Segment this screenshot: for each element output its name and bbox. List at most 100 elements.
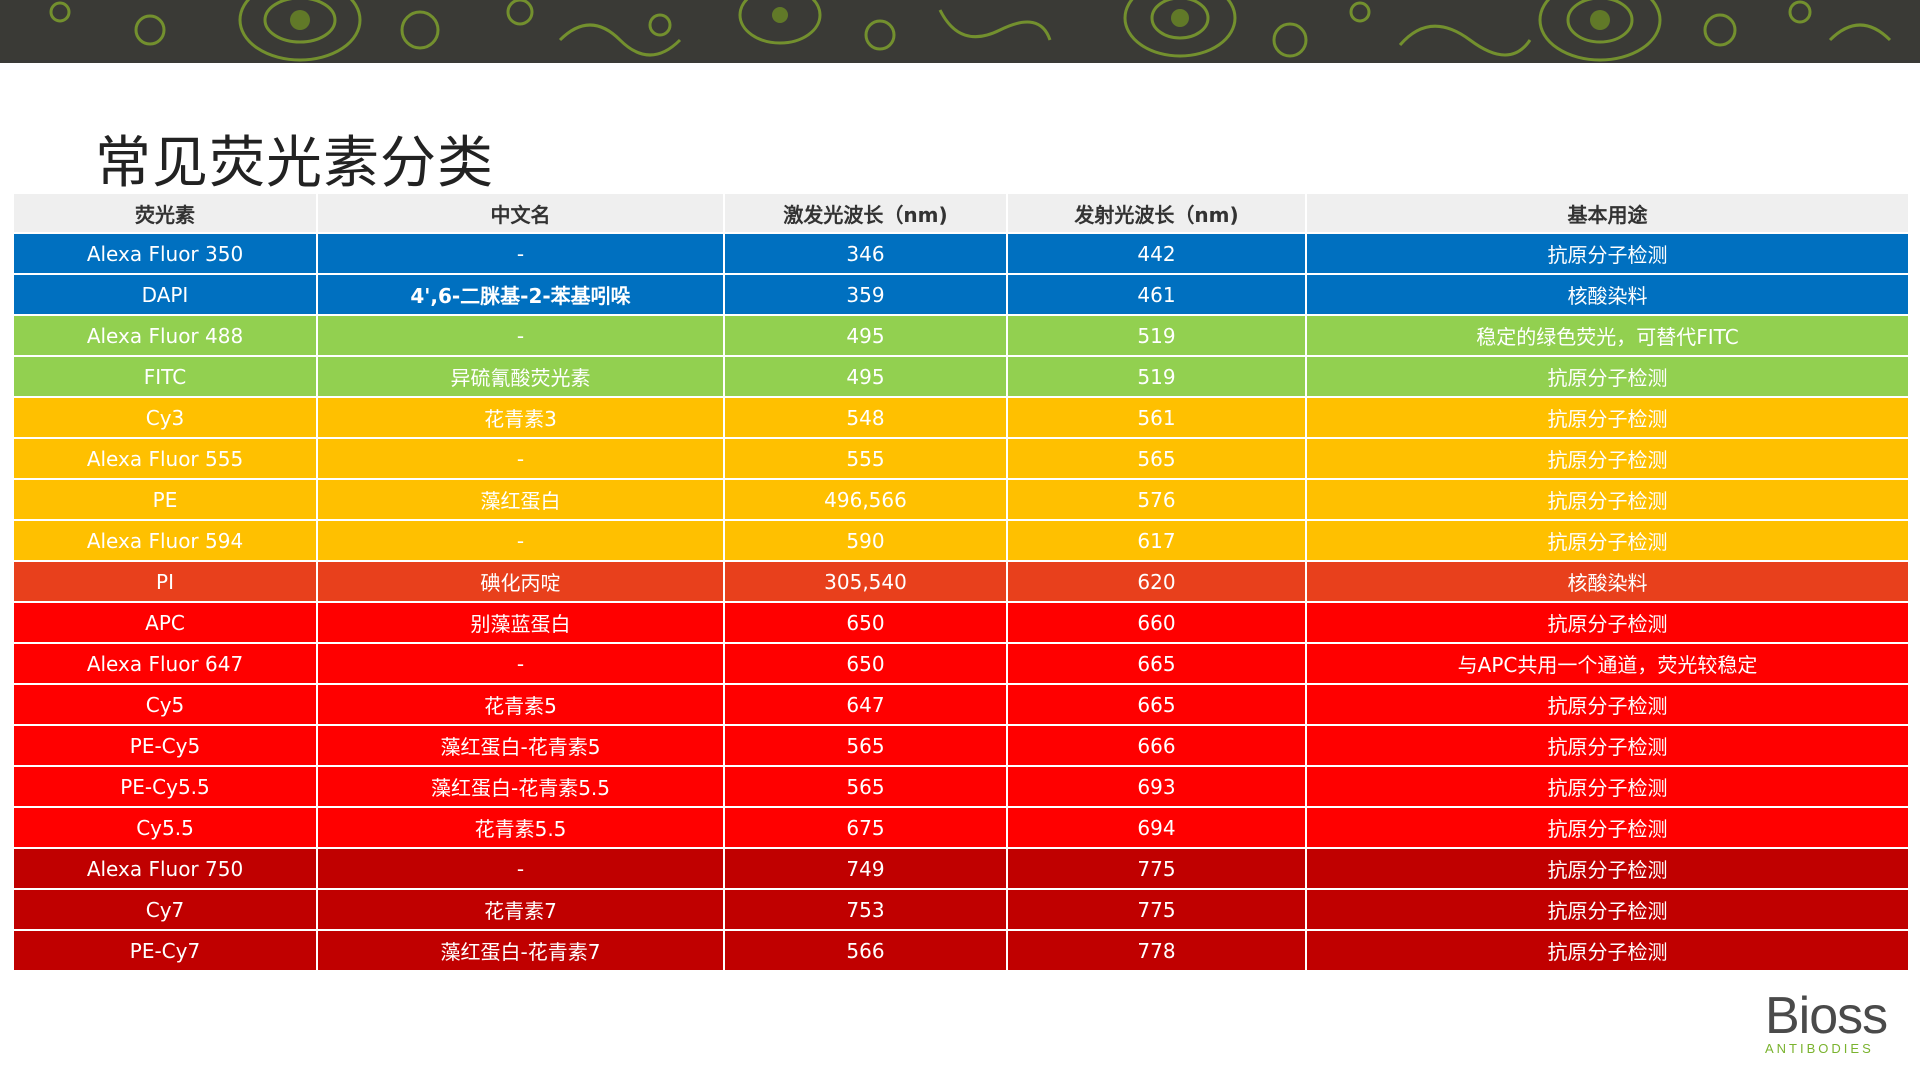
cell-excitation: 495 — [725, 316, 1006, 355]
cell-excitation: 753 — [725, 890, 1006, 929]
cell-fluorophore: Alexa Fluor 750 — [14, 849, 316, 888]
cell-fluorophore: PE-Cy5 — [14, 726, 316, 765]
cell-excitation: 566 — [725, 931, 1006, 970]
cell-fluorophore: FITC — [14, 357, 316, 396]
table-row: Alexa Fluor 647-650 665 与APC共用一个通道，荧光较稳定 — [14, 644, 1908, 683]
cell-chinese-name: 花青素3 — [318, 398, 723, 437]
table-row: Cy5.5 花青素5.5 675 694 抗原分子检测 — [14, 808, 1908, 847]
cell-emission: 565 — [1008, 439, 1305, 478]
cell-usage: 抗原分子检测 — [1307, 890, 1908, 929]
cell-excitation: 565 — [725, 726, 1006, 765]
cell-chinese-name: 藻红蛋白 — [318, 480, 723, 519]
table-row: Alexa Fluor 350-346 442 抗原分子检测 — [14, 234, 1908, 273]
cell-emission: 693 — [1008, 767, 1305, 806]
table-header-row: 荧光素 中文名 激发光波长（nm) 发射光波长（nm) 基本用途 — [14, 194, 1908, 232]
cell-usage: 抗原分子检测 — [1307, 808, 1908, 847]
cell-chinese-name: 4',6-二脒基-2-苯基吲哚 — [318, 275, 723, 314]
cell-excitation: 305,540 — [725, 562, 1006, 601]
table-row: FITC 异硫氰酸荧光素 495 519 抗原分子检测 — [14, 357, 1908, 396]
cell-usage: 抗原分子检测 — [1307, 685, 1908, 724]
cell-usage: 抗原分子检测 — [1307, 726, 1908, 765]
cell-usage: 抗原分子检测 — [1307, 480, 1908, 519]
cell-fluorophore: Cy5 — [14, 685, 316, 724]
cell-usage: 稳定的绿色荧光，可替代FITC — [1307, 316, 1908, 355]
cell-chinese-name: - — [318, 849, 723, 888]
table-row: APC 别藻蓝蛋白 650 660 抗原分子检测 — [14, 603, 1908, 642]
cell-emission: 561 — [1008, 398, 1305, 437]
table-row: PE 藻红蛋白 496,566 576 抗原分子检测 — [14, 480, 1908, 519]
cell-fluorophore: Alexa Fluor 594 — [14, 521, 316, 560]
cell-chinese-name: - — [318, 521, 723, 560]
header-emission: 发射光波长（nm) — [1008, 194, 1305, 232]
cell-excitation: 590 — [725, 521, 1006, 560]
table-row: Alexa Fluor 750-749 775 抗原分子检测 — [14, 849, 1908, 888]
cell-fluorophore: Cy3 — [14, 398, 316, 437]
cell-excitation: 749 — [725, 849, 1006, 888]
cell-emission: 694 — [1008, 808, 1305, 847]
cell-fluorophore: Alexa Fluor 555 — [14, 439, 316, 478]
logo-tagline: ANTIBODIES — [1765, 1041, 1874, 1056]
cell-chinese-name: - — [318, 439, 723, 478]
cell-fluorophore: PI — [14, 562, 316, 601]
cell-fluorophore: Cy7 — [14, 890, 316, 929]
cell-emission: 666 — [1008, 726, 1305, 765]
cell-emission: 665 — [1008, 685, 1305, 724]
cell-usage: 抗原分子检测 — [1307, 234, 1908, 273]
table-row: Cy5 花青素5 647 665 抗原分子检测 — [14, 685, 1908, 724]
cell-fluorophore: APC — [14, 603, 316, 642]
table-row: PE-Cy5 藻红蛋白-花青素5 565 666 抗原分子检测 — [14, 726, 1908, 765]
cell-usage: 抗原分子检测 — [1307, 357, 1908, 396]
cell-chinese-name: 花青素5 — [318, 685, 723, 724]
cell-excitation: 495 — [725, 357, 1006, 396]
cell-chinese-name: - — [318, 234, 723, 273]
header-banner — [0, 0, 1920, 63]
cell-usage: 抗原分子检测 — [1307, 849, 1908, 888]
cell-fluorophore: Cy5.5 — [14, 808, 316, 847]
table-row: Alexa Fluor 488-495 519 稳定的绿色荧光，可替代FITC — [14, 316, 1908, 355]
cell-excitation: 647 — [725, 685, 1006, 724]
cell-chinese-name: - — [318, 316, 723, 355]
page-title: 常见荧光素分类 — [95, 131, 494, 196]
cell-fluorophore: PE-Cy7 — [14, 931, 316, 970]
cell-fluorophore: Alexa Fluor 647 — [14, 644, 316, 683]
cell-excitation: 346 — [725, 234, 1006, 273]
logo-wordmark: Bioss — [1765, 987, 1888, 1045]
cell-emission: 519 — [1008, 316, 1305, 355]
cell-chinese-name: 碘化丙啶 — [318, 562, 723, 601]
table-row: Alexa Fluor 555-555 565 抗原分子检测 — [14, 439, 1908, 478]
cell-excitation: 555 — [725, 439, 1006, 478]
table-row: Cy3 花青素3 548 561 抗原分子检测 — [14, 398, 1908, 437]
table-row: PI 碘化丙啶 305,540 620 核酸染料 — [14, 562, 1908, 601]
cell-usage: 与APC共用一个通道，荧光较稳定 — [1307, 644, 1908, 683]
table-row: Cy7 花青素7 753 775 抗原分子检测 — [14, 890, 1908, 929]
cell-excitation: 675 — [725, 808, 1006, 847]
cell-fluorophore: DAPI — [14, 275, 316, 314]
table-row: PE-Cy5.5 藻红蛋白-花青素5.5 565 693 抗原分子检测 — [14, 767, 1908, 806]
cell-pattern-decoration — [49, 0, 1892, 62]
header-excitation: 激发光波长（nm) — [725, 194, 1006, 232]
cell-chinese-name: 藻红蛋白-花青素5.5 — [318, 767, 723, 806]
cell-excitation: 496,566 — [725, 480, 1006, 519]
cell-emission: 617 — [1008, 521, 1305, 560]
cell-fluorophore: Alexa Fluor 350 — [14, 234, 316, 273]
cell-usage: 抗原分子检测 — [1307, 439, 1908, 478]
cell-usage: 抗原分子检测 — [1307, 603, 1908, 642]
cell-usage: 核酸染料 — [1307, 562, 1908, 601]
cell-chinese-name: 花青素5.5 — [318, 808, 723, 847]
cell-excitation: 548 — [725, 398, 1006, 437]
cell-emission: 519 — [1008, 357, 1305, 396]
cell-emission: 665 — [1008, 644, 1305, 683]
cell-chinese-name: - — [318, 644, 723, 683]
bioss-logo: Bioss ANTIBODIES — [1765, 990, 1895, 1056]
cell-excitation: 650 — [725, 603, 1006, 642]
table-row: DAPI 4',6-二脒基-2-苯基吲哚 359 461 核酸染料 — [14, 275, 1908, 314]
cell-usage: 抗原分子检测 — [1307, 931, 1908, 970]
cell-emission: 775 — [1008, 890, 1305, 929]
cell-usage: 核酸染料 — [1307, 275, 1908, 314]
cell-fluorophore: PE-Cy5.5 — [14, 767, 316, 806]
cell-emission: 660 — [1008, 603, 1305, 642]
header-fluorophore: 荧光素 — [14, 194, 316, 232]
cell-emission: 775 — [1008, 849, 1305, 888]
cell-chinese-name: 藻红蛋白-花青素5 — [318, 726, 723, 765]
cell-chinese-name: 花青素7 — [318, 890, 723, 929]
